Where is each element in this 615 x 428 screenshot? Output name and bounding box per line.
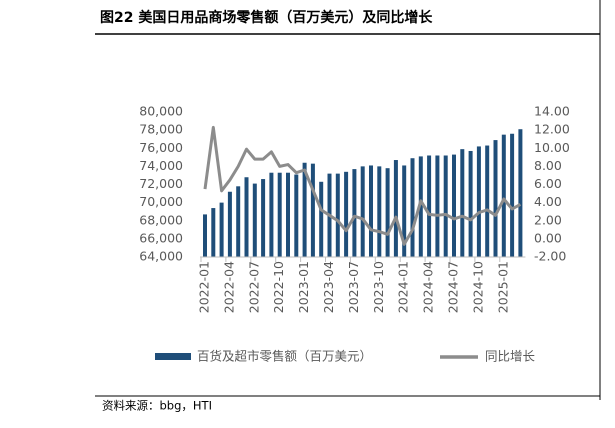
bar [302,162,307,257]
bar [294,174,299,257]
y-tick-label: 76,000 [139,140,183,155]
bar [510,133,515,257]
bar [460,149,465,257]
bar [427,155,432,257]
bar [435,155,440,257]
bar [418,156,423,257]
x-tick-label: 2022-01 [197,261,212,313]
bar [352,169,357,257]
bar [377,166,382,257]
y2-tick-label: 8.00 [534,158,562,173]
x-tick-label: 2024-10 [470,261,485,313]
x-tick-label: 2023-07 [346,261,361,313]
bar [277,172,282,257]
y-tick-label: 66,000 [139,230,183,245]
bar [402,165,407,257]
x-tick-label: 2024-01 [396,261,411,313]
x-tick-label: 2022-07 [246,261,261,313]
x-tick-label: 2023-04 [321,261,336,313]
bar [493,140,498,257]
y2-tick-label: 10.00 [534,140,570,155]
bar [393,160,398,257]
y-tick-label: 64,000 [139,249,183,264]
x-tick-label: 2023-01 [296,261,311,313]
legend-swatch [155,353,191,360]
x-tick-label: 2023-10 [371,261,386,313]
bar [219,202,224,257]
y-tick-label: 70,000 [139,194,183,209]
y-tick-label: 72,000 [139,176,183,191]
x-tick-label: 2024-07 [446,261,461,313]
y-tick-label: 80,000 [139,104,183,119]
bar [485,145,490,257]
bar [227,191,232,257]
y2-tick-label: 6.00 [534,176,562,191]
x-tick-label: 2025-01 [495,261,510,313]
bar [452,154,456,257]
bar [335,173,340,257]
bar [211,208,216,257]
bar [203,214,207,257]
y2-tick-label: 12.00 [534,122,570,137]
y2-tick-label: 4.00 [534,194,562,209]
bar [468,150,473,257]
bar [344,171,349,257]
legend-label: 同比增长 [485,349,536,364]
bar [518,129,523,257]
y2-tick-label: -2.00 [534,249,566,264]
bar [360,166,365,257]
bar [410,158,415,257]
x-tick-label: 2022-10 [271,261,286,313]
legend-label: 百货及超市零售额（百万美元） [197,349,372,364]
y-tick-label: 78,000 [139,122,183,137]
y-tick-label: 68,000 [139,212,183,227]
bar [244,177,249,257]
y2-tick-label: 2.00 [534,212,562,227]
bar [443,155,448,257]
y2-tick-label: 14.00 [534,104,570,119]
x-tick-label: 2024-04 [421,261,436,313]
bar [385,168,390,257]
bar [369,165,373,257]
bar [476,146,481,257]
bar [286,172,290,257]
bar [319,181,324,257]
bar [252,183,257,257]
growth-line [203,125,522,246]
source: 资料来源：bbg，HTI [102,399,212,413]
x-tick-label: 2022-04 [221,261,236,313]
bar [310,163,315,257]
figure-title: 图22 美国日用品商场零售额（百万美元）及同比增长 [100,9,433,26]
y-tick-label: 74,000 [139,158,183,173]
bar [269,172,274,257]
bar [501,134,506,257]
y2-tick-label: 0.00 [534,230,562,245]
bar [236,186,241,257]
bar [261,179,266,257]
